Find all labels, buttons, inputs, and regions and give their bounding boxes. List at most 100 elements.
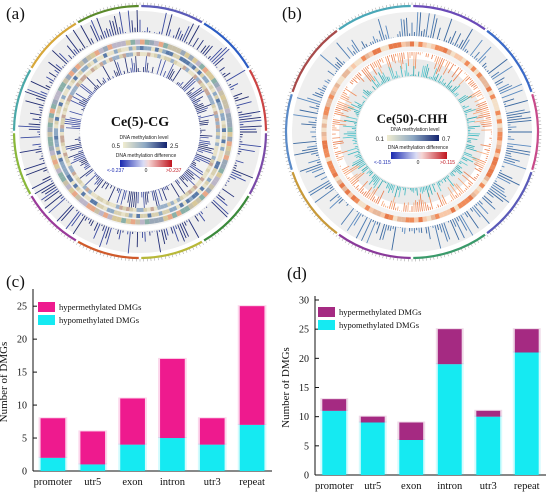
heatmap-cell	[167, 44, 174, 51]
ring-bar	[460, 214, 474, 236]
ring-bar	[498, 172, 513, 180]
ring-tick	[253, 187, 257, 190]
ring-bar	[387, 184, 393, 194]
ring-bar	[449, 184, 460, 197]
heatmap-cell	[493, 106, 500, 112]
ring-bar	[386, 182, 388, 184]
ring-tick	[55, 227, 57, 231]
ring-bar	[48, 197, 66, 214]
ring-bar	[30, 80, 50, 91]
ring-tick	[300, 64, 304, 67]
ring-bar	[503, 159, 516, 164]
heatmap-cell	[481, 78, 488, 86]
ring-tick	[505, 44, 508, 47]
ring-bar	[465, 76, 471, 82]
ring-tick	[259, 174, 263, 176]
ring-tick	[447, 7, 449, 11]
ring-bar	[381, 200, 384, 207]
ring-tick	[52, 36, 55, 39]
ring-bar	[72, 29, 86, 49]
heatmap-cell	[62, 167, 68, 173]
ring-bar	[320, 176, 328, 181]
ring-bar	[403, 52, 405, 60]
ring-tick	[238, 49, 241, 52]
heatmap-cell	[221, 159, 228, 166]
ring-tick	[291, 177, 294, 180]
ring-tick	[534, 164, 538, 166]
ring-tick	[199, 17, 201, 20]
ring-bar	[194, 215, 199, 222]
ring-bar	[198, 143, 208, 147]
ring-bar	[452, 42, 454, 46]
bar-hyper-repeat	[514, 329, 539, 353]
ring-bar	[364, 67, 376, 82]
y-tick-label: 10	[17, 401, 27, 412]
x-tick-label: repeat	[239, 477, 265, 488]
ring-bar	[329, 186, 334, 190]
ring-bar	[452, 169, 457, 173]
ring-tick	[66, 24, 69, 28]
ring-bar	[485, 117, 491, 119]
ring-bar	[444, 60, 449, 68]
ring-bar	[475, 101, 487, 106]
panel-label-b: (b)	[282, 4, 302, 23]
heatmap-cell	[196, 188, 203, 195]
ring-bar	[436, 27, 441, 40]
ring-bar	[307, 97, 321, 103]
ring-tick	[461, 248, 463, 252]
heatmap-cell	[206, 177, 212, 183]
ring-bar	[199, 140, 211, 143]
ring-tick	[86, 14, 88, 17]
ring-bar	[385, 25, 390, 39]
heatmap-cell	[371, 208, 378, 215]
heatmap-cell	[102, 59, 108, 66]
ring-bar	[458, 39, 464, 49]
ring-bar	[229, 83, 239, 89]
ring-bar	[475, 106, 489, 112]
ring-tick	[341, 238, 344, 242]
heatmap-cell	[214, 117, 220, 122]
heatmap-cell	[77, 188, 84, 195]
heatmap-cell	[226, 117, 232, 123]
ring-tick	[316, 217, 319, 220]
heatmap-cell	[446, 208, 453, 215]
ring-tick	[66, 236, 69, 240]
ring-bar	[181, 174, 189, 182]
ring-tick	[474, 19, 476, 22]
ring-tick	[217, 232, 220, 235]
ring-bar	[391, 185, 396, 194]
ring-bar	[462, 156, 474, 163]
ring-bar	[96, 84, 100, 89]
chromosome-segment	[12, 133, 32, 195]
ring-bar	[375, 60, 383, 74]
ring-bar	[474, 167, 482, 173]
ring-bar	[79, 48, 82, 52]
heatmap-cell	[59, 81, 67, 89]
x-tick-label: utr3	[204, 477, 221, 488]
ring-bar	[199, 141, 211, 145]
ring-bar	[440, 78, 445, 85]
y-tick-label: 20	[17, 335, 27, 346]
heatmap-cell	[60, 117, 66, 122]
ring-tick	[525, 74, 529, 77]
ring-tick	[220, 230, 223, 233]
ring-bar	[176, 81, 179, 85]
heatmap-cell	[56, 109, 61, 114]
bar-hypo-utr3	[476, 416, 501, 475]
ring-bar	[80, 25, 92, 45]
ring-bar	[397, 206, 399, 211]
ring-bar	[427, 53, 430, 58]
heatmap-cell	[58, 157, 64, 163]
y-tick-label: 10	[299, 412, 309, 423]
ring-bar	[93, 223, 101, 239]
ring-bar	[441, 223, 448, 242]
ring-tick	[262, 98, 266, 100]
diff-legend-title-cg: DNA methylation difference	[116, 153, 177, 159]
ring-bar	[497, 174, 520, 186]
ring-tick	[256, 181, 260, 183]
heatmap-cell	[50, 103, 57, 110]
heatmap-cell	[491, 97, 498, 104]
ring-tick	[30, 61, 34, 64]
ring-bar	[311, 152, 319, 155]
